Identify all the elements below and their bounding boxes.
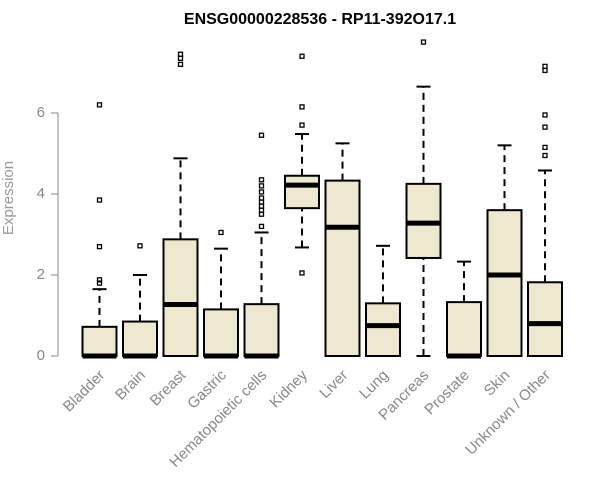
outlier-point [299,122,305,128]
box-rect [122,320,158,357]
x-tick-label-0: Bladder [60,367,109,416]
box-rect [527,281,563,357]
y-tick-label-3: 6 [37,104,45,121]
outlier-point [258,199,265,205]
y-axis: 0 2 4 6 [37,104,59,364]
outlier-point [542,63,548,70]
outlier-point [258,183,265,189]
box-liver [324,142,361,357]
outlier-point [258,203,265,209]
x-tick-label-6: Liver [316,367,351,402]
outlier-point [542,112,548,118]
outlier-point [137,243,143,249]
outlier-point [542,152,548,159]
outlier-point [96,197,103,203]
box-rect [365,302,401,357]
outlier-point [258,211,265,217]
outlier-point [177,61,184,68]
box-lung [365,244,401,357]
box-rect [81,325,118,358]
outlier-point [177,51,184,57]
y-axis-label: Expression [0,161,17,235]
y-tick-label-2: 4 [37,185,45,202]
outlier-point [96,102,103,108]
x-tick-label-2: Breast [147,366,190,409]
outlier-point [299,53,305,59]
box-rect [203,308,239,358]
y-tick-label-0: 0 [37,347,45,364]
box-rect [324,179,361,357]
box-bladder [81,102,118,359]
outlier-point [420,39,427,45]
box-hematopoietic-cells [243,132,280,359]
outlier-point [258,177,265,183]
box-pancreas [405,39,442,357]
box-rect [243,303,280,357]
box-rect [162,238,199,357]
box-rect [284,174,320,210]
outlier-point [96,243,103,250]
x-tick-label-5: Kidney [266,366,311,411]
outlier-point [177,55,184,61]
box-skin [486,144,523,357]
x-tick-label-7: Lung [356,367,392,403]
outlier-point [299,270,305,276]
chart-title: ENSG00000228536 - RP11-392O17.1 [184,11,456,28]
box-gastric [203,229,239,359]
outlier-point [299,104,305,110]
outlier-point [542,144,548,151]
outlier-point [542,67,548,74]
y-tick-label-1: 2 [37,266,45,283]
x-tick-label-9: Prostate [421,367,473,419]
box-rect [446,301,482,358]
outlier-point [96,280,103,286]
box-rect [486,209,523,357]
x-tick-label-1: Brain [112,367,149,404]
outlier-point [258,223,265,230]
outlier-point [258,189,265,195]
x-tick-label-10: Skin [481,367,514,400]
box-brain [122,243,158,359]
box-kidney [284,53,320,276]
box-breast [162,51,199,357]
outlier-point [258,195,265,201]
box-unknown-other [527,63,563,357]
outlier-point [258,132,265,138]
boxplot-boxes [81,39,563,359]
box-prostate [446,260,482,359]
outlier-point [542,124,548,130]
outlier-point [218,229,224,236]
outlier-point [96,277,103,283]
outlier-point [258,207,265,213]
